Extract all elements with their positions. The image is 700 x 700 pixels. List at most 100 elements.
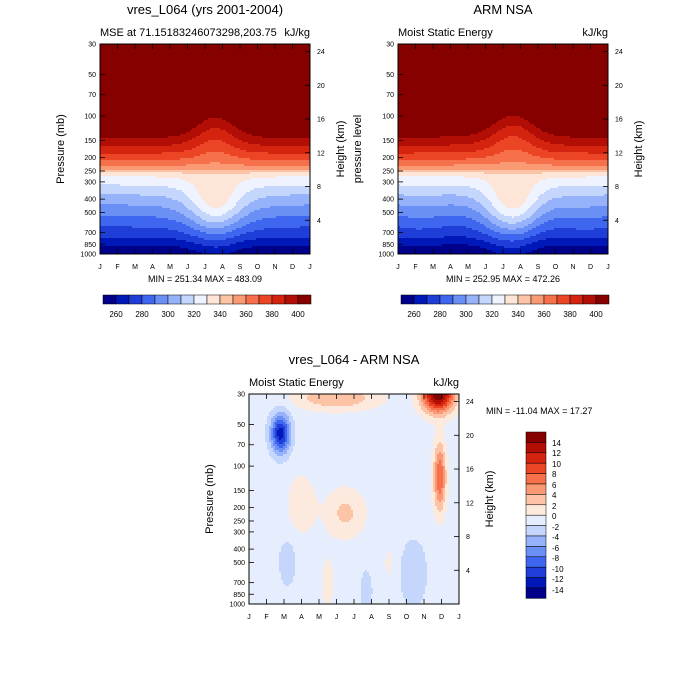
- field-cell: [114, 50, 117, 53]
- field-cell: [256, 106, 259, 109]
- field-cell: [226, 112, 229, 115]
- field-cell: [276, 106, 279, 109]
- field-cell: [214, 64, 217, 67]
- field-cell: [232, 108, 235, 111]
- field-cell: [196, 118, 199, 121]
- field-cell: [174, 96, 177, 99]
- field-cell: [168, 98, 171, 101]
- field-cell: [192, 86, 195, 89]
- field-cell: [248, 116, 251, 119]
- field-cell: [204, 80, 207, 83]
- field-cell: [160, 70, 163, 73]
- field-cell: [268, 70, 271, 73]
- field-cell: [214, 52, 217, 55]
- field-cell: [204, 78, 207, 81]
- field-cell: [244, 98, 247, 101]
- field-cell: [118, 68, 121, 71]
- field-cell: [124, 122, 127, 125]
- field-cell: [114, 62, 117, 65]
- field-cell: [264, 46, 267, 49]
- field-cell: [264, 62, 267, 65]
- field-cell: [152, 48, 155, 51]
- field-cell: [118, 54, 121, 57]
- field-cell: [216, 116, 219, 119]
- field-cell: [296, 66, 299, 69]
- field-cell: [306, 54, 309, 57]
- field-cell: [274, 98, 277, 101]
- field-cell: [192, 94, 195, 97]
- field-cell: [172, 118, 175, 121]
- field-cell: [250, 50, 253, 53]
- field-cell: [286, 86, 289, 89]
- field-cell: [282, 70, 285, 73]
- field-cell: [304, 52, 307, 55]
- field-cell: [102, 128, 105, 131]
- field-cell: [230, 60, 233, 63]
- field-cell: [202, 66, 205, 69]
- field-cell: [168, 68, 171, 71]
- field-cell: [110, 104, 113, 107]
- field-cell: [180, 136, 183, 139]
- field-cell: [140, 84, 143, 87]
- field-cell: [260, 134, 263, 137]
- field-cell: [120, 118, 123, 121]
- field-cell: [100, 132, 103, 135]
- field-cell: [172, 52, 175, 55]
- field-cell: [214, 126, 217, 129]
- field-cell: [278, 76, 281, 79]
- field-cell: [172, 120, 175, 123]
- field-cell: [180, 58, 183, 61]
- field-cell: [204, 134, 207, 137]
- field-cell: [272, 52, 275, 55]
- field-cell: [172, 126, 175, 129]
- field-cell: [296, 72, 299, 75]
- field-cell: [302, 88, 305, 91]
- field-cell: [244, 124, 247, 127]
- field-cell: [210, 90, 213, 93]
- field-cell: [128, 68, 131, 71]
- field-cell: [282, 126, 285, 129]
- field-cell: [170, 86, 173, 89]
- field-cell: [248, 56, 251, 59]
- field-cell: [142, 116, 145, 119]
- field-cell: [212, 126, 215, 129]
- field-cell: [186, 60, 189, 63]
- field-cell: [272, 72, 275, 75]
- field-cell: [138, 96, 141, 99]
- field-cell: [274, 102, 277, 105]
- field-cell: [152, 62, 155, 65]
- field-cell: [210, 128, 213, 131]
- field-cell: [254, 58, 257, 61]
- field-cell: [142, 138, 145, 141]
- field-cell: [258, 132, 261, 135]
- field-cell: [248, 98, 251, 101]
- field-cell: [266, 98, 269, 101]
- field-cell: [264, 126, 267, 129]
- field-cell: [264, 104, 267, 107]
- field-cell: [148, 98, 151, 101]
- field-cell: [178, 84, 181, 87]
- field-cell: [250, 56, 253, 59]
- field-cell: [230, 76, 233, 79]
- field-cell: [120, 92, 123, 95]
- field-cell: [156, 76, 159, 79]
- field-cell: [100, 120, 103, 123]
- field-cell: [170, 108, 173, 111]
- field-cell: [180, 90, 183, 93]
- field-cell: [294, 112, 297, 115]
- field-cell: [108, 54, 111, 57]
- field-cell: [112, 134, 115, 137]
- field-cell: [294, 102, 297, 105]
- field-cell: [202, 110, 205, 113]
- field-cell: [192, 92, 195, 95]
- field-cell: [198, 122, 201, 125]
- field-cell: [106, 80, 109, 83]
- field-cell: [248, 96, 251, 99]
- field-cell: [156, 116, 159, 119]
- field-cell: [294, 44, 297, 47]
- field-cell: [234, 118, 237, 121]
- field-cell: [128, 90, 131, 93]
- field-cell: [172, 96, 175, 99]
- field-cell: [174, 114, 177, 117]
- field-cell: [280, 72, 283, 75]
